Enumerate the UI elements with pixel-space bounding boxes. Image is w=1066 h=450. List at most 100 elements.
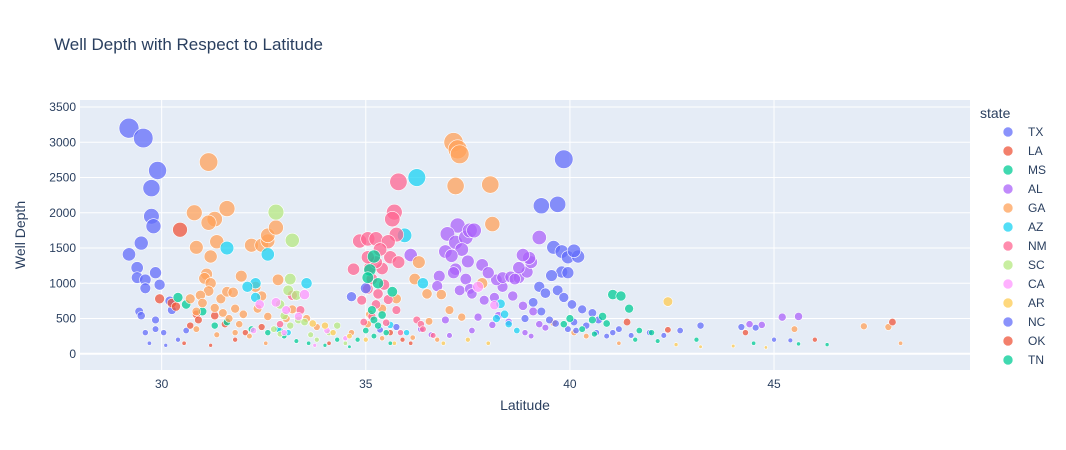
legend-marker: [1002, 126, 1014, 138]
data-point-tn: [635, 327, 643, 335]
x-axis-title: Latitude: [500, 397, 550, 413]
data-point-tx: [145, 218, 162, 235]
data-point-ms: [210, 321, 219, 330]
legend-item-tn[interactable]: TN: [1002, 353, 1044, 367]
data-point-nm: [389, 172, 408, 191]
legend-item-al[interactable]: AL: [1002, 182, 1043, 196]
data-point-nc: [566, 243, 582, 258]
data-point-az: [300, 277, 313, 290]
data-point-sc: [313, 336, 320, 343]
data-point-ga: [616, 340, 622, 346]
data-point-sc: [300, 318, 309, 327]
data-point-az: [417, 277, 429, 290]
data-point-nc: [545, 315, 554, 325]
data-point-al: [541, 324, 550, 332]
data-point-ca: [254, 299, 265, 310]
legend-item-la[interactable]: LA: [1002, 144, 1043, 158]
data-point-ga: [246, 333, 253, 340]
legend-item-tx[interactable]: TX: [1002, 125, 1043, 139]
data-point-tn: [354, 336, 361, 343]
legend-item-nm[interactable]: NM: [1002, 239, 1047, 253]
data-point-nc: [787, 337, 794, 344]
data-point-az: [500, 309, 510, 319]
data-point-tx: [118, 117, 140, 139]
data-point-ms: [293, 338, 300, 344]
data-point-ms: [334, 336, 341, 343]
data-point-ga: [421, 288, 433, 300]
legend-marker: [1002, 202, 1014, 214]
data-point-ok: [888, 318, 897, 327]
data-point-ga: [449, 144, 470, 164]
data-point-tn: [655, 338, 661, 344]
data-point-ga: [199, 152, 219, 172]
data-point-ga: [203, 249, 218, 264]
data-point-ga: [263, 312, 273, 321]
data-point-tn: [367, 305, 377, 315]
data-point-ga: [192, 325, 200, 333]
data-point-al: [531, 229, 547, 245]
data-point-al: [481, 266, 495, 280]
data-point-tx: [148, 161, 167, 180]
data-point-ga: [200, 214, 217, 231]
data-point-ok: [326, 340, 332, 346]
data-point-sc: [284, 273, 297, 286]
y-tick-labels: 0 500 1000 1500 2000 2500 3000 3500: [49, 100, 76, 361]
data-point-tx: [160, 329, 168, 336]
legend-item-ar[interactable]: AR: [1002, 296, 1045, 310]
data-point-al: [433, 270, 446, 283]
legend-marker: [1002, 335, 1014, 347]
data-point-nm: [382, 318, 391, 327]
legend-marker: [1002, 316, 1014, 328]
data-point-tx: [141, 329, 149, 336]
legend[interactable]: state TX LA MS AL GA AZ NM SC CA AR NC OK TN: [980, 105, 1047, 367]
legend-item-ca[interactable]: CA: [1002, 277, 1045, 291]
legend-item-nc[interactable]: NC: [1002, 315, 1046, 329]
data-point-tx: [163, 343, 168, 348]
data-point-nm: [391, 305, 402, 315]
data-point-ga: [230, 303, 240, 314]
legend-item-ga[interactable]: GA: [1002, 201, 1045, 215]
data-point-nc: [392, 323, 401, 331]
data-point-ga: [209, 303, 220, 313]
data-point-az: [219, 240, 235, 256]
data-point-ca: [294, 312, 303, 321]
legend-label: NC: [1028, 315, 1046, 329]
chart-title: Well Depth with Respect to Latitude: [54, 35, 323, 54]
legend-item-ok[interactable]: OK: [1002, 334, 1045, 348]
data-point-ga: [435, 289, 447, 300]
data-point-al: [454, 284, 466, 296]
data-point-nm: [397, 329, 404, 336]
data-point-al: [512, 261, 526, 275]
data-point-al: [479, 295, 490, 306]
data-point-nc: [520, 314, 530, 323]
data-point-ga: [860, 322, 868, 331]
data-point-la: [172, 221, 188, 238]
data-point-nm: [391, 255, 406, 269]
data-point-ga: [191, 306, 201, 317]
data-point-ar: [362, 336, 369, 343]
data-point-ga: [790, 325, 799, 333]
data-point-nm: [372, 288, 384, 300]
data-point-ga: [484, 216, 501, 232]
points-layer: [118, 117, 904, 350]
data-point-nm: [347, 262, 360, 276]
data-point-nc: [751, 324, 760, 332]
data-point-nc: [539, 287, 551, 299]
legend-item-sc[interactable]: SC: [1002, 258, 1045, 272]
data-point-az: [492, 314, 501, 323]
y-axis-title: Well Depth: [12, 201, 28, 269]
data-point-ok: [408, 340, 414, 346]
legend-item-ms[interactable]: MS: [1002, 163, 1046, 177]
data-point-al: [757, 321, 766, 329]
data-point-nc: [564, 325, 572, 333]
data-point-tn: [369, 315, 379, 325]
data-point-az: [260, 247, 275, 262]
data-point-nc: [536, 306, 546, 317]
data-point-al: [508, 273, 521, 286]
data-point-tx: [182, 327, 190, 335]
data-point-tn: [372, 277, 384, 290]
data-point-tn: [648, 329, 655, 336]
data-point-nc: [615, 325, 623, 333]
legend-item-az[interactable]: AZ: [1002, 220, 1043, 234]
data-point-ar: [346, 333, 353, 340]
